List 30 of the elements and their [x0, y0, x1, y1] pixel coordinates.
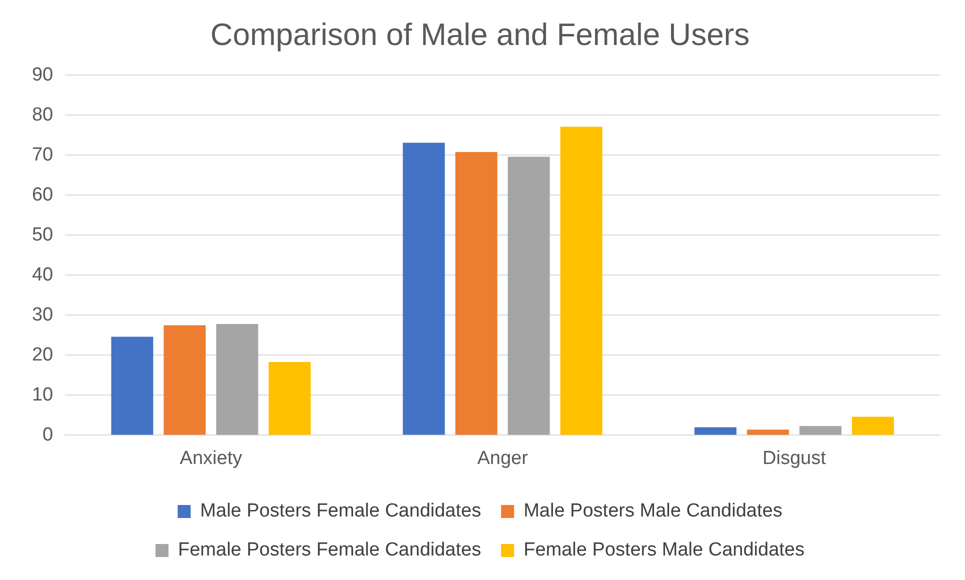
legend-label: Male Posters Female Candidates: [200, 500, 482, 522]
y-tick-label: 10: [32, 384, 54, 406]
y-tick-label: 70: [32, 144, 54, 166]
chart-title: Comparison of Male and Female Users: [210, 17, 750, 52]
bar: [111, 336, 154, 435]
y-tick-label: 90: [32, 64, 54, 86]
bar: [268, 362, 311, 435]
bar: [455, 152, 498, 435]
x-tick-label: Disgust: [762, 448, 827, 469]
x-tick-label: Anger: [477, 448, 529, 469]
bar: [402, 142, 445, 435]
bar: [799, 426, 842, 435]
y-tick-label: 40: [32, 264, 54, 286]
bar: [694, 427, 736, 435]
y-tick-label: 80: [32, 104, 54, 126]
bar: [216, 324, 258, 435]
bar: [852, 416, 894, 435]
legend-label: Male Posters Male Candidates: [524, 500, 782, 522]
legend-label: Female Posters Male Candidates: [524, 540, 805, 561]
bar: [746, 430, 789, 435]
y-tick-label: 30: [32, 304, 54, 326]
bar: [164, 325, 206, 435]
y-tick-label: 60: [32, 184, 54, 206]
bar: [508, 156, 550, 435]
x-tick-label: Anxiety: [180, 448, 243, 469]
bar: [560, 126, 602, 435]
legend-label: Female Posters Female Candidates: [178, 540, 482, 561]
y-tick-label: 0: [42, 424, 54, 446]
y-tick-label: 20: [32, 344, 54, 366]
y-tick-label: 50: [32, 224, 54, 246]
